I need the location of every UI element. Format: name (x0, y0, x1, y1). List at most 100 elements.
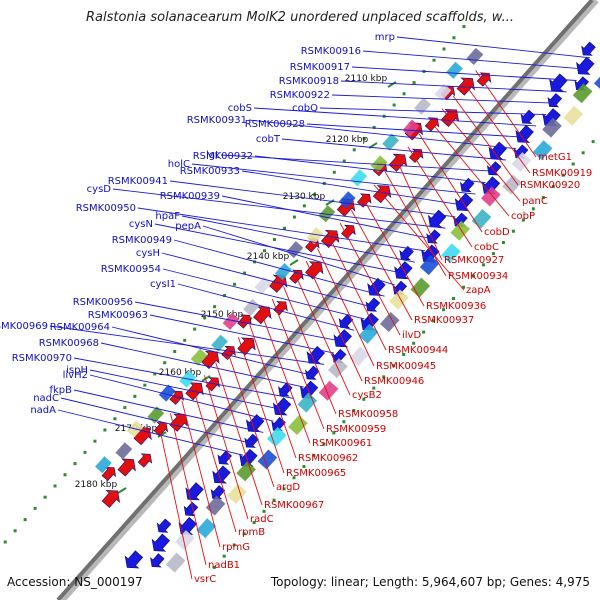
forward-gene-label: cysN (129, 219, 153, 230)
forward-feature-block (205, 495, 226, 516)
reverse-gene-label: RSMK00958 (338, 409, 398, 420)
kbp-tick-label: 2120 kbp (326, 135, 369, 145)
forward-gene-arrow (427, 209, 447, 228)
forward-label-leader (351, 66, 577, 81)
forward-label-leader (281, 138, 506, 161)
forward-feature-block (471, 208, 492, 229)
guide-dot (282, 487, 286, 491)
guide-dot (531, 207, 535, 211)
guide-dot (561, 173, 565, 177)
reverse-gene-arrow (117, 458, 136, 477)
guide-dot (203, 316, 207, 320)
forward-label-leader (100, 342, 304, 388)
guide-dot (302, 465, 306, 469)
kbp-tick-mark (289, 259, 299, 266)
reverse-feature-block (115, 442, 133, 460)
reverse-gene-label: ilvD (402, 330, 421, 341)
reverse-label-leader (294, 273, 351, 396)
reverse-gene-arrow (440, 108, 460, 127)
reverse-label-leader (226, 349, 275, 488)
kbp-tick-label: 2180 kbp (75, 480, 118, 490)
reverse-gene-label: rpmB (238, 527, 265, 538)
reverse-label-leader (249, 324, 297, 459)
reverse-feature-block (414, 97, 431, 115)
forward-feature-block (450, 220, 471, 241)
forward-feature-block (288, 415, 308, 436)
forward-label-leader (396, 36, 591, 59)
guide-dot (163, 361, 167, 365)
reverse-gene-label: zapA (466, 285, 491, 296)
guide-dot (242, 532, 246, 536)
guide-dot (432, 319, 436, 323)
reverse-label-leader (260, 311, 311, 444)
guide-dot (223, 293, 227, 297)
forward-gene-arrow (306, 346, 326, 365)
guide-dot (362, 397, 366, 401)
forward-label-leader (111, 326, 314, 377)
reverse-label-leader (441, 108, 521, 202)
forward-gene-label: cobT (256, 134, 281, 145)
reverse-gene-arrow (320, 229, 340, 248)
reverse-feature-block (222, 312, 240, 330)
forward-feature-block (480, 186, 501, 207)
guide-dot (501, 240, 505, 244)
guide-dot (372, 125, 376, 129)
guide-dot (372, 386, 376, 390)
forward-gene-arrow (212, 465, 231, 484)
guide-dot (551, 184, 555, 188)
reverse-gene-label: RSMK00967 (264, 500, 324, 511)
forward-feature-block (196, 518, 217, 539)
reverse-feature-block (275, 262, 292, 281)
forward-gene-label: nadC (33, 393, 59, 404)
reverse-label-leader (237, 337, 285, 474)
guide-dot (491, 252, 495, 256)
reverse-gene-arrow (476, 72, 492, 87)
reverse-label-leader (181, 400, 221, 548)
forward-feature-block (358, 323, 379, 344)
reverse-gene-label: radC (250, 514, 274, 525)
guide-dot (332, 170, 336, 174)
guide-dot (103, 428, 107, 432)
guide-dot (521, 218, 525, 222)
forward-feature-block (297, 392, 318, 413)
guide-dot (312, 193, 316, 197)
reverse-label-leader (339, 222, 401, 336)
kbp-tick-label: 2110 kbp (345, 74, 388, 84)
forward-gene-arrow (178, 516, 197, 535)
forward-gene-label: cobQ (292, 103, 318, 114)
guide-dot (213, 305, 217, 309)
guide-dot (222, 554, 226, 558)
reverse-gene-label: RSMK00962 (298, 453, 358, 464)
reverse-gene-label: RSMK00944 (388, 345, 448, 356)
forward-label-leader (362, 50, 587, 70)
guide-dot (392, 364, 396, 368)
reverse-gene-label: argD (276, 482, 300, 493)
forward-gene-arrow (305, 365, 320, 380)
reverse-gene-arrow (169, 413, 188, 432)
forward-label-leader (134, 301, 345, 343)
kbp-tick-mark (117, 487, 127, 494)
reverse-gene-label: RSMK00959 (326, 424, 386, 435)
reverse-feature-block (446, 61, 463, 79)
guide-dot (332, 431, 336, 435)
reverse-feature-block (190, 348, 208, 366)
reverse-gene-arrow (201, 350, 220, 369)
forward-gene-arrow (365, 297, 381, 312)
reverse-gene-label: RSMK00936 (426, 301, 486, 312)
reverse-label-leader (283, 286, 337, 415)
reverse-label-leader (271, 298, 325, 430)
reverse-gene-label: RSMK00965 (286, 468, 346, 479)
forward-feature-block (410, 277, 431, 298)
reverse-gene-arrow (424, 117, 440, 132)
reverse-gene-arrow (101, 466, 117, 482)
reverse-gene-arrow (237, 314, 252, 329)
forward-gene-label: mrp (375, 32, 395, 43)
reverse-label-leader (396, 159, 443, 261)
forward-gene-label: ispH (66, 365, 88, 376)
guide-dot (412, 341, 416, 345)
guide-dot (452, 296, 456, 300)
guide-dot (302, 204, 306, 208)
reverse-gene-arrow (169, 390, 184, 405)
forward-gene-arrow (454, 193, 474, 212)
